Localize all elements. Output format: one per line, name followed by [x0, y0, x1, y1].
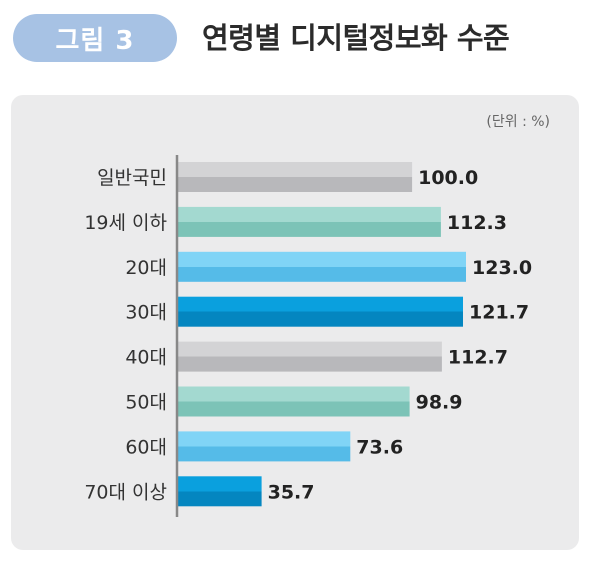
unit-label: (단위 : %) — [486, 114, 550, 130]
bar-3 — [178, 251, 466, 282]
bar-7 — [178, 431, 351, 462]
category-label: 40대 — [125, 347, 167, 369]
value-label: 121.7 — [469, 302, 529, 324]
category-label: 50대 — [125, 392, 167, 414]
category-label: 19세 이하 — [84, 212, 167, 234]
bar-5 — [178, 341, 442, 372]
category-label: 60대 — [125, 436, 167, 458]
category-label: 20대 — [125, 257, 167, 279]
value-label: 73.6 — [356, 436, 403, 458]
figure-number-badge: 그림 3 — [13, 14, 177, 62]
category-label: 70대 이상 — [84, 481, 167, 503]
category-label: 30대 — [125, 302, 167, 324]
bar-2 — [178, 206, 441, 237]
value-label: 100.0 — [418, 167, 478, 189]
value-label: 112.7 — [448, 347, 508, 369]
bar-1 — [178, 162, 413, 192]
bar-6 — [178, 386, 410, 417]
bar-8 — [178, 476, 262, 507]
category-label: 일반국민 — [97, 167, 167, 189]
chart-title: 연령별 디지털정보화 수준 — [202, 21, 510, 55]
bar-4 — [178, 296, 463, 327]
value-label: 112.3 — [447, 212, 507, 234]
value-label: 35.7 — [268, 481, 315, 503]
value-label: 123.0 — [472, 257, 532, 279]
figure-number: 그림 3 — [55, 25, 135, 56]
value-label: 98.9 — [416, 392, 463, 414]
